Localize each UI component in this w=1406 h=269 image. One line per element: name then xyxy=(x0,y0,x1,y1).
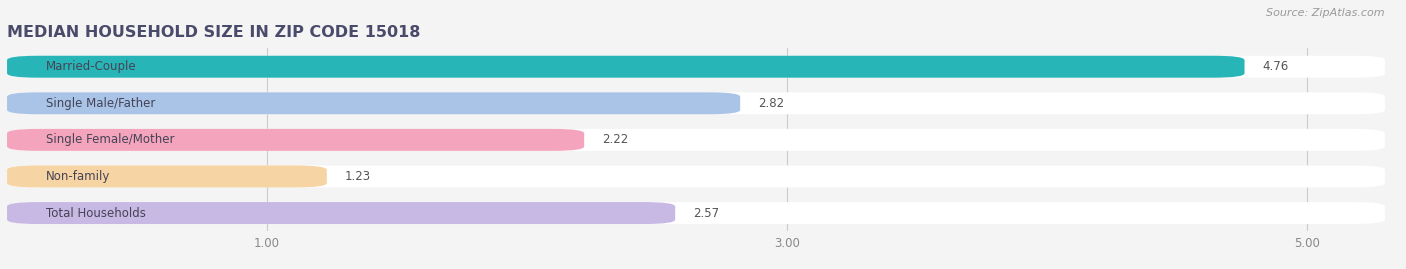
Text: Single Male/Father: Single Male/Father xyxy=(46,97,156,110)
Text: MEDIAN HOUSEHOLD SIZE IN ZIP CODE 15018: MEDIAN HOUSEHOLD SIZE IN ZIP CODE 15018 xyxy=(7,25,420,40)
Text: Married-Couple: Married-Couple xyxy=(46,60,136,73)
FancyBboxPatch shape xyxy=(7,92,1385,114)
Text: 1.23: 1.23 xyxy=(344,170,371,183)
FancyBboxPatch shape xyxy=(7,56,1385,78)
FancyBboxPatch shape xyxy=(7,129,1385,151)
FancyBboxPatch shape xyxy=(7,165,326,187)
FancyBboxPatch shape xyxy=(7,92,740,114)
FancyBboxPatch shape xyxy=(7,56,1244,78)
Text: Single Female/Mother: Single Female/Mother xyxy=(46,133,174,146)
Text: 2.57: 2.57 xyxy=(693,207,720,220)
FancyBboxPatch shape xyxy=(7,129,583,151)
FancyBboxPatch shape xyxy=(7,202,1385,224)
Text: 2.82: 2.82 xyxy=(758,97,785,110)
Text: 2.22: 2.22 xyxy=(602,133,628,146)
Text: 4.76: 4.76 xyxy=(1263,60,1289,73)
Text: Non-family: Non-family xyxy=(46,170,111,183)
FancyBboxPatch shape xyxy=(7,165,1385,187)
FancyBboxPatch shape xyxy=(7,202,675,224)
Text: Source: ZipAtlas.com: Source: ZipAtlas.com xyxy=(1267,8,1385,18)
Text: Total Households: Total Households xyxy=(46,207,146,220)
